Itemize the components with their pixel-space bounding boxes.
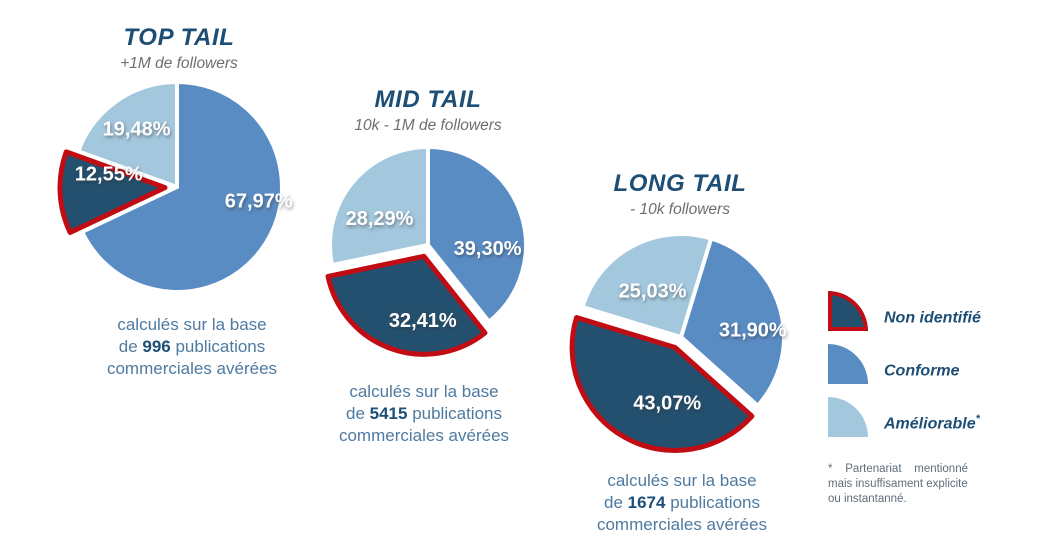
caption-line: calculés sur la base <box>607 471 757 490</box>
caption-line: commerciales avérées <box>338 426 510 445</box>
caption-line: calculés sur la base <box>349 382 499 401</box>
caption-count: 5415 <box>369 404 408 423</box>
caption-line: de 1674 publications <box>570 492 794 514</box>
pie-slice-conforme <box>426 145 528 324</box>
pie-caption-long-tail: calculés sur la base de 1674 publication… <box>570 470 794 536</box>
caption-suffix: publications <box>665 493 760 512</box>
caption-count: 996 <box>142 337 171 356</box>
caption-suffix: publications <box>407 404 502 423</box>
legend-swatch-ameliorable-icon <box>828 397 868 437</box>
caption-prefix: de <box>604 493 628 512</box>
legend-item-ameliorable: Améliorable* <box>828 397 981 437</box>
legend-item-conforme: Conforme <box>828 344 981 384</box>
pie-slice-ameliorable <box>580 232 714 339</box>
caption-line: commerciales avérées <box>596 515 768 534</box>
pie-header-long-tail: LONG TAIL - 10k followers <box>550 170 810 219</box>
caption-suffix: publications <box>170 337 266 356</box>
caption-line: calculés sur la base <box>117 315 267 334</box>
pie-slice-non_identifie <box>325 253 488 357</box>
legend-swatch-non-identifie-icon <box>828 291 868 331</box>
pie-slice-conforme <box>80 80 284 294</box>
slice-value-label: 25,03% <box>619 281 687 303</box>
slice-value-label: 31,90% <box>719 320 787 342</box>
pie-chart-mid-tail: 39,30% 32,41% 28,29% <box>325 145 528 357</box>
pie-slice-ameliorable <box>76 80 179 189</box>
legend-label-text: Améliorable <box>884 415 976 432</box>
caption-line: de 996 publications <box>80 336 304 358</box>
slice-value-label: 32,41% <box>389 310 457 332</box>
legend-label-non-identifie: Non identifié <box>884 307 981 327</box>
caption-prefix: de <box>346 404 370 423</box>
caption-line: de 5415 publications <box>312 403 536 425</box>
slice-value-label: 19,48% <box>103 118 171 140</box>
pie-chart-long-tail: 31,90% 43,07% 25,03% <box>569 232 787 453</box>
legend-label-text: Non identifié <box>884 309 981 326</box>
pie-title-mid-tail: MID TAIL <box>374 86 482 113</box>
caption-line: commerciales avérées <box>106 359 278 378</box>
pie-header-mid-tail: MID TAIL 10k - 1M de followers <box>298 86 558 135</box>
pie-subtitle-mid-tail: 10k - 1M de followers <box>354 117 502 134</box>
footnote: * Partenariat mentionné mais insuffisame… <box>828 463 968 505</box>
pie-title-top-tail: TOP TAIL <box>123 24 235 51</box>
pie-subtitle-top-tail: +1M de followers <box>120 55 238 72</box>
legend-label-text: Conforme <box>884 362 960 379</box>
legend-item-non-identifie: Non identifié <box>828 291 981 331</box>
legend-label-ameliorable: Améliorable* <box>884 413 980 433</box>
slice-value-label: 39,30% <box>454 238 522 260</box>
legend-label-conforme: Conforme <box>884 360 960 380</box>
pie-slice-ameliorable <box>328 145 430 268</box>
pie-subtitle-long-tail: - 10k followers <box>630 201 730 218</box>
pie-title-long-tail: LONG TAIL <box>613 170 747 197</box>
slice-value-label: 43,07% <box>633 393 701 415</box>
pie-caption-mid-tail: calculés sur la base de 5415 publication… <box>312 381 536 447</box>
slice-value-label: 67,97% <box>225 190 293 212</box>
pie-slice-non_identifie <box>57 149 168 235</box>
slice-value-label: 28,29% <box>346 208 414 230</box>
pie-slice-conforme <box>679 236 787 408</box>
legend: Non identifié Conforme Améliorable* <box>828 291 981 450</box>
legend-superscript: * <box>975 412 980 425</box>
pie-slice-non_identifie <box>569 315 755 453</box>
caption-prefix: de <box>118 337 143 356</box>
legend-swatch-conforme-icon <box>828 344 868 384</box>
slice-value-label: 12,55% <box>75 164 143 186</box>
pie-caption-top-tail: calculés sur la base de 996 publications… <box>80 314 304 380</box>
pie-header-top-tail: TOP TAIL +1M de followers <box>49 24 309 73</box>
pie-chart-top-tail: 67,97% 12,55% 19,48% <box>57 80 293 294</box>
caption-count: 1674 <box>627 493 666 512</box>
